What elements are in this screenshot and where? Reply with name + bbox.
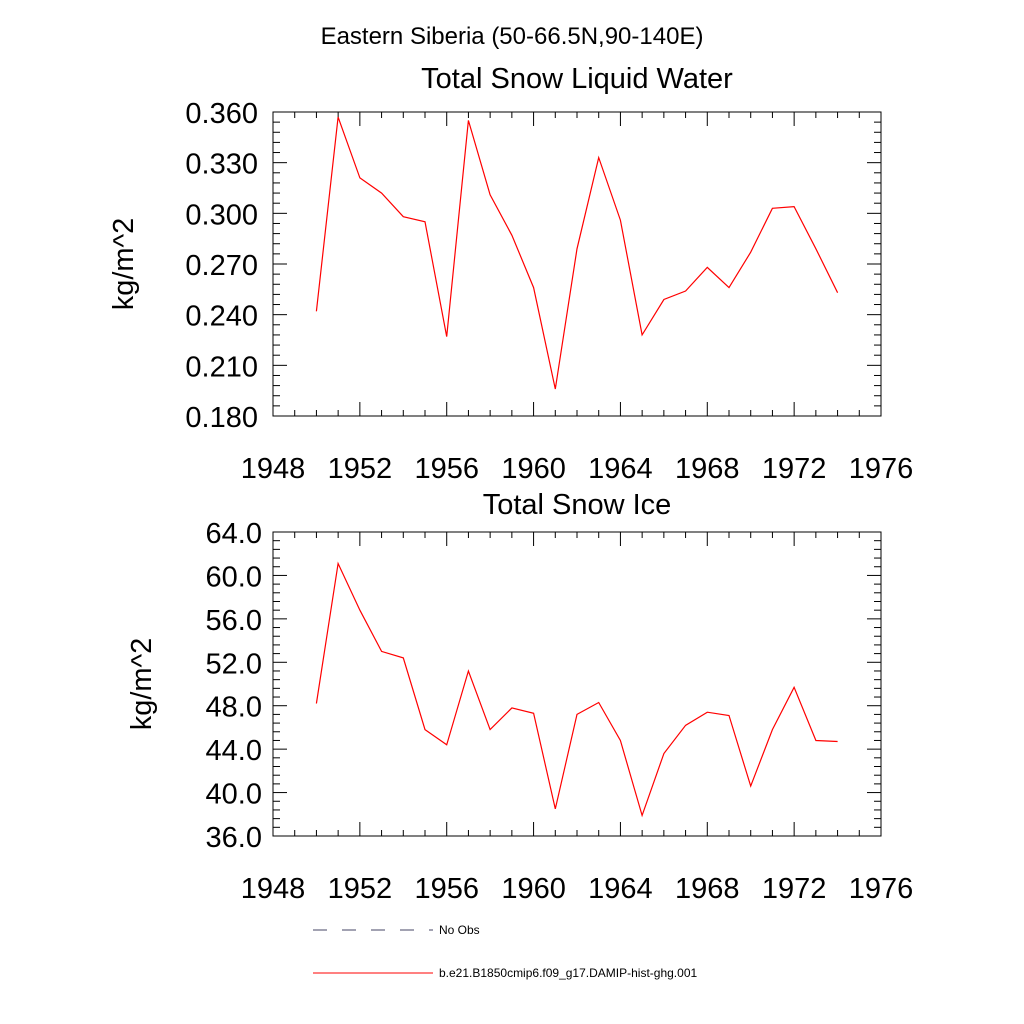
y-tick-label: 52.0 <box>206 648 262 680</box>
y-tick-label: 0.210 <box>185 351 258 383</box>
x-tick-label: 1948 <box>241 873 306 905</box>
y-tick-label: 0.360 <box>185 98 258 130</box>
y-tick-label: 36.0 <box>206 822 262 854</box>
x-tick-label: 1964 <box>588 453 653 485</box>
x-tick-label: 1976 <box>849 873 914 905</box>
y-tick-label: 0.330 <box>185 149 258 181</box>
y-tick-label: 0.180 <box>185 402 258 434</box>
x-tick-label: 1968 <box>675 873 740 905</box>
panel-title: Total Snow Ice <box>483 489 672 521</box>
y-axis-label: kg/m^2 <box>108 218 140 311</box>
y-tick-label: 44.0 <box>206 735 262 767</box>
x-tick-label: 1952 <box>328 453 393 485</box>
x-tick-label: 1952 <box>328 873 393 905</box>
x-tick-label: 1972 <box>762 453 827 485</box>
x-tick-label: 1964 <box>588 873 653 905</box>
legend-label-model: b.e21.B1850cmip6.f09_g17.DAMIP-hist-ghg.… <box>439 966 697 980</box>
legend: No Obs b.e21.B1850cmip6.f09_g17.DAMIP-hi… <box>313 923 697 980</box>
x-tick-label: 1972 <box>762 873 827 905</box>
panel-snow-ice: Total Snow Ice kg/m^2 1948 1952 1956 1960 19… <box>126 489 913 905</box>
y-tick-label: 56.0 <box>206 605 262 637</box>
y-tick-label: 40.0 <box>206 779 262 811</box>
legend-label-no-obs: No Obs <box>439 923 480 937</box>
series-line-model <box>315 116 839 390</box>
x-tick-label: 1960 <box>501 873 566 905</box>
y-tick-label: 0.240 <box>185 301 258 333</box>
y-axis-label: kg/m^2 <box>126 638 158 731</box>
x-tick-label: 1948 <box>241 453 306 485</box>
panel-snow-liquid-water: Total Snow Liquid Water kg/m^2 1948 1952 1… <box>108 63 913 485</box>
panel-title: Total Snow Liquid Water <box>421 63 733 95</box>
y-tick-label: 60.0 <box>206 561 262 593</box>
x-tick-label: 1956 <box>414 453 479 485</box>
y-tick-label: 0.270 <box>185 250 258 282</box>
y-tick-label: 0.300 <box>185 199 258 231</box>
y-tick-label: 48.0 <box>206 692 262 724</box>
figure-suptitle: Eastern Siberia (50-66.5N,90-140E) <box>321 23 704 50</box>
x-tick-label: 1960 <box>501 453 566 485</box>
series-line-model <box>315 561 838 818</box>
plot-frame <box>272 531 882 837</box>
x-tick-label: 1976 <box>849 453 914 485</box>
x-tick-label: 1968 <box>675 453 740 485</box>
plot-frame <box>272 111 882 417</box>
y-tick-label: 64.0 <box>206 518 262 550</box>
x-tick-label: 1956 <box>414 873 479 905</box>
